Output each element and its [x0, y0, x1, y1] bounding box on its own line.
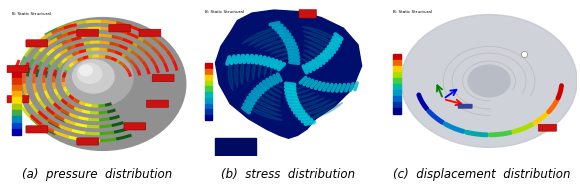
Polygon shape — [258, 61, 263, 78]
Bar — [393, 78, 401, 84]
Bar — [205, 92, 212, 98]
Polygon shape — [292, 93, 314, 99]
Polygon shape — [304, 50, 321, 61]
FancyBboxPatch shape — [139, 29, 161, 36]
Polygon shape — [303, 31, 337, 46]
Polygon shape — [301, 59, 312, 66]
FancyBboxPatch shape — [124, 123, 146, 130]
Bar — [12, 91, 21, 97]
Bar — [205, 104, 212, 109]
Bar — [393, 66, 401, 72]
Polygon shape — [260, 39, 288, 49]
Polygon shape — [252, 60, 257, 80]
Polygon shape — [267, 83, 282, 93]
Polygon shape — [242, 27, 280, 44]
Bar — [12, 129, 21, 135]
FancyBboxPatch shape — [77, 29, 99, 36]
FancyBboxPatch shape — [77, 138, 99, 145]
Polygon shape — [263, 86, 281, 97]
FancyBboxPatch shape — [299, 10, 317, 18]
Polygon shape — [270, 48, 292, 54]
Polygon shape — [303, 54, 317, 64]
Bar — [205, 109, 212, 115]
Ellipse shape — [20, 18, 186, 150]
FancyBboxPatch shape — [152, 75, 174, 82]
Polygon shape — [246, 59, 251, 82]
Polygon shape — [248, 101, 282, 116]
Polygon shape — [304, 45, 326, 58]
Polygon shape — [216, 10, 362, 138]
Text: B: Static Structural: B: Static Structural — [205, 10, 244, 14]
FancyBboxPatch shape — [26, 126, 48, 133]
Bar — [205, 81, 212, 86]
Polygon shape — [265, 44, 291, 52]
Bar — [12, 116, 21, 122]
Ellipse shape — [72, 60, 114, 93]
Bar — [393, 96, 401, 102]
Bar — [205, 63, 212, 69]
Bar — [393, 84, 401, 90]
Ellipse shape — [77, 64, 102, 83]
Bar — [393, 60, 401, 66]
Ellipse shape — [61, 49, 133, 107]
Bar — [12, 97, 21, 103]
FancyBboxPatch shape — [458, 104, 472, 108]
Polygon shape — [259, 89, 280, 102]
Bar — [12, 110, 21, 116]
Text: B: Static Structural: B: Static Structural — [12, 12, 51, 16]
Bar — [205, 69, 212, 75]
Bar — [205, 86, 212, 92]
Polygon shape — [264, 62, 269, 76]
FancyBboxPatch shape — [538, 124, 557, 131]
Polygon shape — [291, 86, 305, 90]
Bar — [393, 90, 401, 96]
FancyBboxPatch shape — [26, 40, 48, 47]
Polygon shape — [304, 40, 330, 54]
Bar — [12, 123, 21, 129]
Polygon shape — [275, 53, 293, 57]
Ellipse shape — [468, 65, 510, 97]
Polygon shape — [270, 64, 274, 75]
Text: B: Static Structural: B: Static Structural — [393, 10, 432, 14]
FancyBboxPatch shape — [7, 96, 29, 103]
Bar — [393, 54, 401, 60]
Bar — [12, 104, 21, 110]
FancyBboxPatch shape — [147, 100, 168, 107]
Polygon shape — [251, 97, 281, 111]
Polygon shape — [240, 58, 244, 85]
Polygon shape — [234, 58, 238, 88]
Bar — [205, 75, 212, 80]
Polygon shape — [280, 57, 294, 60]
Polygon shape — [245, 105, 283, 121]
Bar — [12, 72, 21, 78]
Polygon shape — [302, 26, 340, 42]
Polygon shape — [255, 93, 280, 106]
Polygon shape — [296, 98, 325, 107]
Polygon shape — [229, 58, 233, 91]
Bar — [205, 115, 212, 121]
Ellipse shape — [79, 65, 92, 76]
FancyBboxPatch shape — [7, 66, 29, 73]
Bar — [393, 102, 401, 108]
Polygon shape — [304, 36, 334, 50]
Polygon shape — [291, 90, 310, 94]
Polygon shape — [302, 101, 336, 116]
Ellipse shape — [401, 15, 577, 147]
Bar — [393, 108, 401, 114]
Bar — [12, 78, 21, 84]
Bar — [393, 72, 401, 78]
Polygon shape — [273, 81, 283, 88]
Polygon shape — [306, 103, 343, 120]
Text: (b)  stress  distribution: (b) stress distribution — [222, 169, 356, 181]
Polygon shape — [299, 100, 331, 112]
Polygon shape — [294, 95, 320, 103]
Polygon shape — [254, 35, 286, 47]
FancyBboxPatch shape — [109, 25, 130, 32]
Polygon shape — [248, 31, 283, 45]
Polygon shape — [216, 138, 256, 156]
Text: (c)  displacement  distribution: (c) displacement distribution — [393, 169, 570, 181]
Bar — [12, 85, 21, 91]
Bar — [205, 98, 212, 103]
Text: (a)  pressure  distribution: (a) pressure distribution — [22, 169, 172, 181]
